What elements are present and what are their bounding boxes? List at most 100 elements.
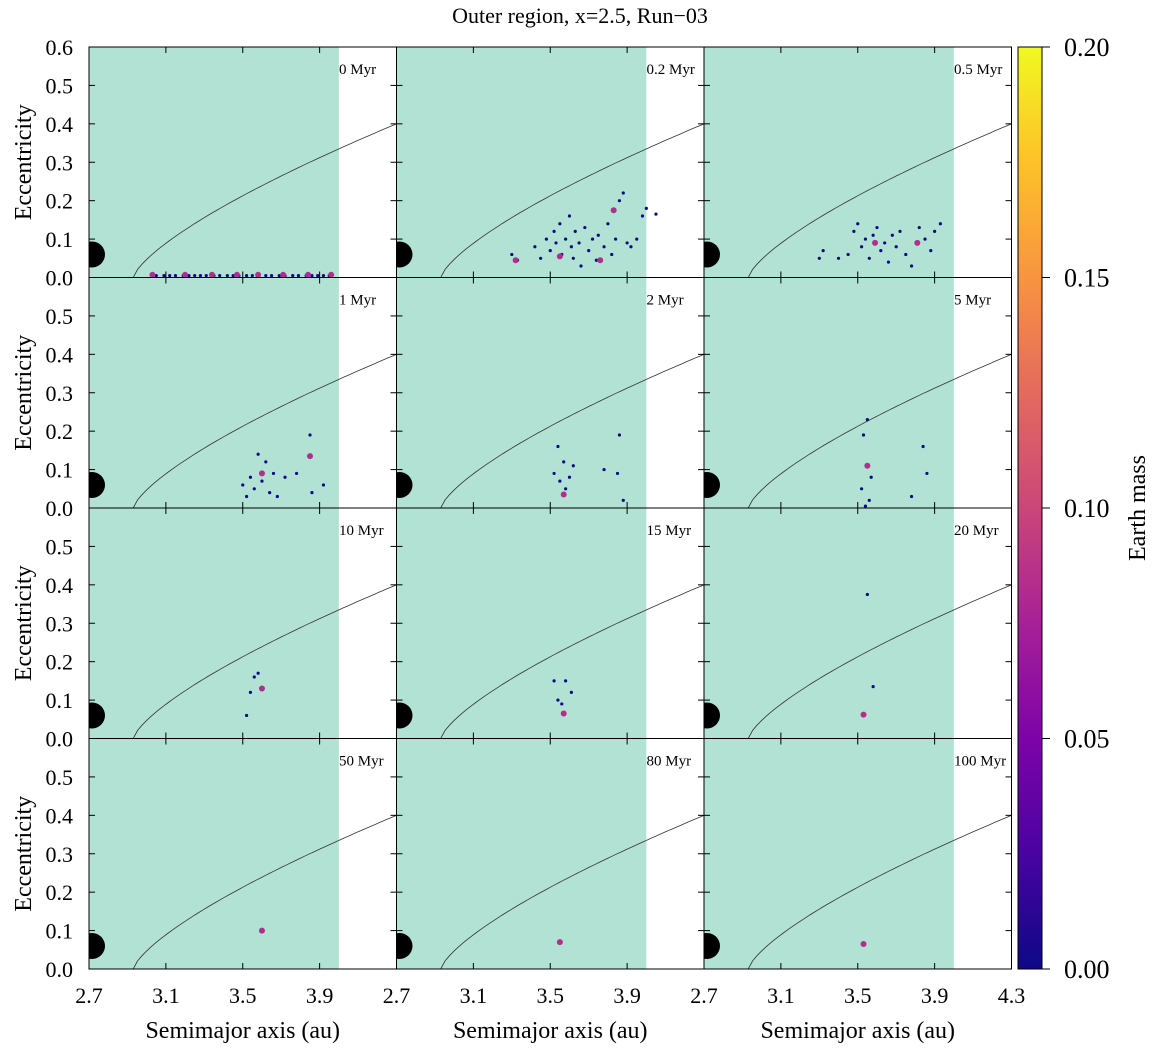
small-body-point	[859, 487, 864, 491]
y-tick-label: 0.5	[46, 534, 74, 559]
y-tick-label: 0.4	[46, 573, 74, 598]
small-body-point	[310, 273, 314, 278]
colorbar-tick-label: 0.15	[1064, 264, 1110, 293]
time-label: 80 Myr	[647, 754, 692, 770]
embryo-point	[305, 271, 312, 278]
small-body-point	[865, 592, 869, 597]
shaded-region	[396, 277, 647, 508]
embryo-point	[872, 239, 879, 246]
small-body-point	[886, 260, 891, 264]
small-body-point	[602, 245, 606, 249]
small-body-point	[579, 264, 583, 268]
reference-curve	[440, 123, 704, 278]
small-body-point	[252, 487, 256, 491]
small-body-point	[310, 491, 314, 495]
small-body-point	[268, 491, 272, 495]
small-body-point	[602, 467, 606, 472]
x-tick-label: 2.7	[690, 983, 718, 1008]
y-axis-label: Eccentricity	[11, 104, 37, 220]
small-body-point	[571, 256, 575, 260]
small-body-point	[615, 471, 620, 476]
y-tick-label: 0.1	[46, 227, 74, 252]
small-body-point	[917, 225, 921, 230]
y-tick-label: 0.3	[46, 842, 74, 867]
small-body-point	[933, 229, 937, 233]
reference-curve	[747, 123, 1012, 278]
small-body-point	[587, 249, 591, 253]
panel-7: 10 Myr	[88, 507, 397, 739]
small-body-point	[621, 498, 625, 502]
small-body-point	[817, 256, 821, 260]
small-body-point	[548, 249, 552, 253]
colorbar-gradient	[1017, 46, 1043, 970]
y-tick-label: 0.2	[46, 189, 74, 214]
small-body-point	[264, 460, 268, 464]
planet-marker	[89, 241, 105, 268]
embryo-point	[560, 491, 567, 498]
small-body-point	[291, 273, 295, 278]
y-tick-label: 0.1	[46, 919, 74, 944]
planet-marker	[704, 702, 720, 729]
x-tick-label: 3.9	[306, 983, 334, 1008]
panel-4: 1 Myr	[88, 277, 397, 509]
small-body-point	[867, 498, 871, 502]
embryo-point	[560, 710, 567, 717]
small-body-point	[846, 252, 850, 257]
embryo-point	[556, 939, 563, 946]
small-body-point	[617, 433, 622, 437]
colorbar-label: Earth mass	[1125, 455, 1151, 561]
small-body-point	[252, 675, 256, 679]
embryo-point	[182, 271, 189, 278]
x-tick-label: 2.7	[383, 983, 411, 1008]
small-body-point	[867, 256, 871, 260]
small-body-point	[204, 273, 208, 278]
small-body-point	[573, 229, 577, 233]
embryo-point	[864, 462, 871, 469]
x-tick-label: 3.5	[229, 983, 257, 1008]
small-body-point	[244, 273, 249, 278]
small-body-point	[883, 241, 887, 245]
reference-curve	[132, 584, 397, 739]
panel-10: 50 Myr	[88, 738, 397, 970]
chart-title: Outer region, x=2.5, Run−03	[452, 3, 708, 28]
y-tick-label: 0.1	[46, 688, 74, 713]
small-body-point	[863, 504, 868, 508]
small-body-point	[654, 212, 658, 216]
x-tick-label: 3.9	[613, 983, 641, 1008]
small-body-point	[308, 433, 312, 437]
small-body-point	[596, 233, 600, 237]
reference-curve	[747, 584, 1012, 739]
y-tick-label: 0.2	[46, 880, 74, 905]
embryo-point	[860, 941, 867, 948]
small-body-point	[154, 273, 158, 278]
y-tick-label: 0.0	[46, 727, 74, 752]
small-body-point	[613, 237, 618, 241]
small-body-point	[241, 483, 245, 487]
planet-marker	[396, 241, 413, 268]
y-tick-label: 0.2	[46, 419, 74, 444]
panel-11: 80 Myr	[396, 738, 705, 970]
small-body-point	[925, 471, 929, 476]
small-body-point	[173, 273, 178, 278]
small-body-point	[321, 273, 326, 278]
shaded-region	[704, 47, 954, 278]
reference-curve	[132, 353, 397, 508]
time-label: 100 Myr	[954, 754, 1006, 770]
shaded-region	[396, 508, 647, 739]
y-tick-label: 0.0	[46, 957, 74, 982]
small-body-point	[552, 471, 556, 476]
planet-marker	[704, 932, 720, 959]
planet-marker	[704, 241, 720, 268]
small-body-point	[567, 475, 572, 479]
small-body-point	[861, 433, 866, 437]
panel-8: 15 Myr	[396, 507, 705, 739]
reference-curve	[440, 353, 704, 508]
small-body-point	[264, 273, 268, 278]
embryo-point	[255, 271, 262, 278]
y-tick-label: 0.2	[46, 650, 74, 675]
embryo-point	[914, 239, 921, 246]
shaded-region	[704, 277, 954, 508]
small-body-point	[552, 229, 556, 233]
small-body-point	[909, 264, 914, 268]
